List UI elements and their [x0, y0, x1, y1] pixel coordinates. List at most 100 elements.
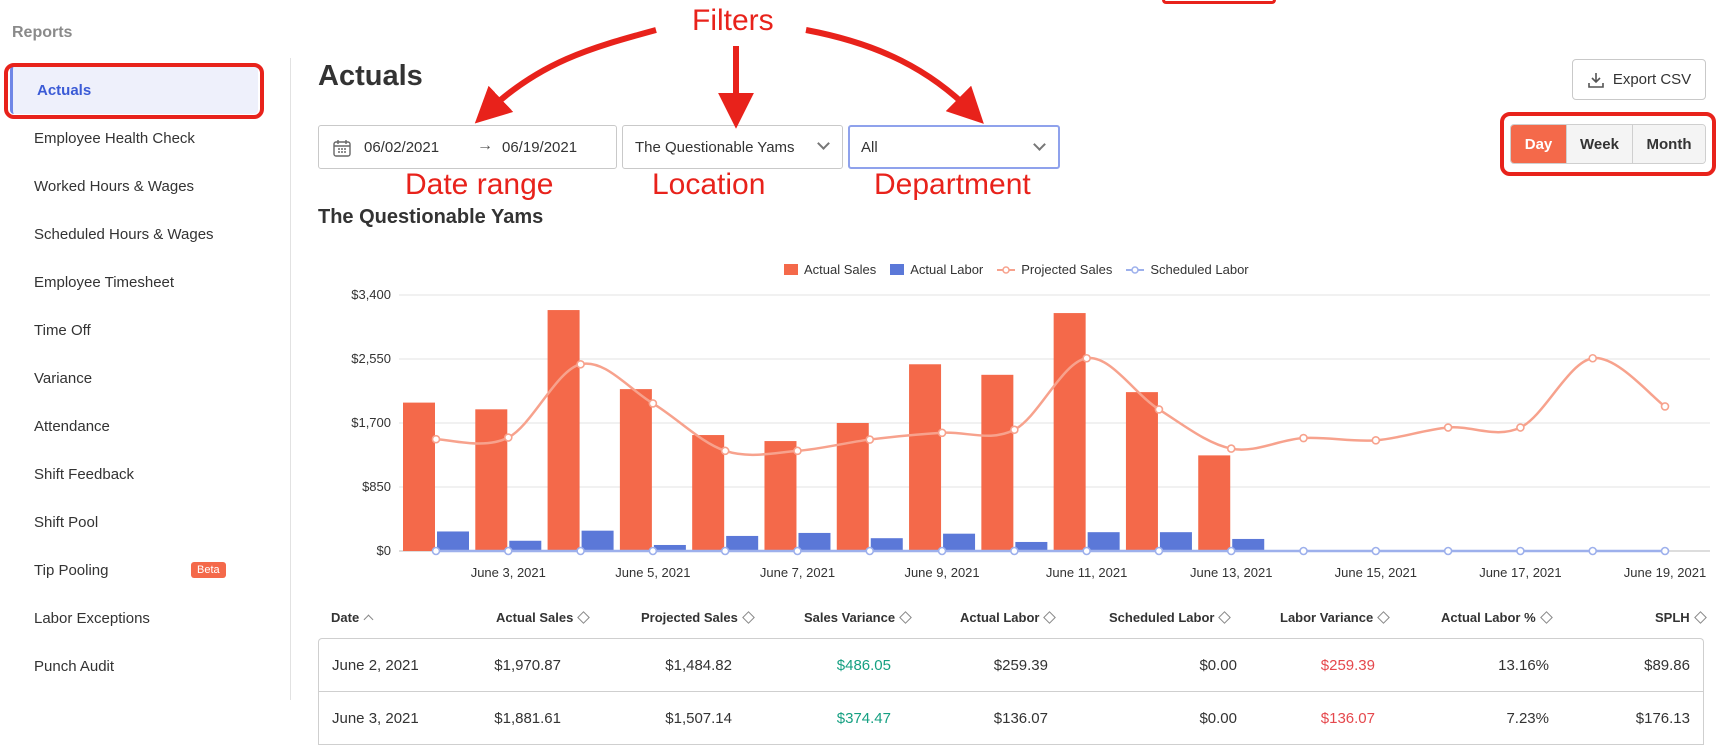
- projected-sales-point: [1371, 436, 1381, 445]
- arrow-to-department: [805, 27, 984, 124]
- sidebar-item-tip-pooling[interactable]: Tip Pooling Beta: [0, 546, 291, 594]
- cell-projected-sales: $1,507.14: [665, 710, 732, 727]
- sidebar-item-time-off[interactable]: Time Off: [0, 306, 291, 354]
- legend-label: Scheduled Labor: [1150, 262, 1249, 277]
- cell-scheduled-labor: $0.00: [1199, 657, 1237, 674]
- column-header-labor-variance[interactable]: Labor Variance: [1280, 610, 1391, 625]
- column-header-actual-labor-pct[interactable]: Actual Labor %: [1441, 610, 1553, 625]
- sidebar-item-label: Punch Audit: [34, 657, 115, 675]
- legend-label: Actual Labor: [910, 262, 984, 277]
- column-header-actual-sales[interactable]: Actual Sales: [496, 610, 591, 625]
- period-week-button[interactable]: Week: [1567, 125, 1633, 163]
- location-select[interactable]: The Questionable Yams: [622, 125, 843, 169]
- legend-label: Actual Sales: [804, 262, 877, 277]
- scheduled-labor-point: [1010, 546, 1019, 556]
- legend-actual-sales[interactable]: Actual Sales: [784, 262, 876, 277]
- sidebar-item-labor-exceptions[interactable]: Labor Exceptions: [0, 594, 291, 642]
- cell-actual-labor: $136.07: [993, 710, 1048, 727]
- sidebar-divider: [290, 58, 291, 700]
- scheduled-labor-point: [1588, 546, 1598, 556]
- sort-icon: [577, 611, 591, 624]
- projected-sales-point: [1299, 433, 1308, 443]
- sidebar-heading: Reports: [12, 24, 73, 41]
- arrow-to-date-range: [474, 27, 657, 124]
- actual-labor-bar: [653, 544, 686, 551]
- actual-labor-bar: [798, 532, 831, 551]
- actuals-table: June 2, 2021 $1,970.87 $1,484.82 $486.05…: [318, 638, 1704, 745]
- legend-projected-sales[interactable]: Projected Sales: [997, 262, 1112, 277]
- annotation-location: Location: [652, 168, 766, 201]
- sidebar-item-employee-health-check[interactable]: Employee Health Check: [0, 114, 291, 162]
- scheduled-labor-point: [793, 546, 802, 556]
- column-header-sales-variance[interactable]: Sales Variance: [804, 610, 912, 625]
- sidebar-item-label: Variance: [34, 369, 93, 387]
- scheduled-labor-point: [576, 546, 585, 556]
- sidebar-item-label: Labor Exceptions: [34, 609, 150, 627]
- column-header-scheduled-labor[interactable]: Scheduled Labor: [1109, 610, 1232, 625]
- column-label: Actual Labor %: [1441, 610, 1536, 625]
- scheduled-labor-point: [865, 546, 875, 556]
- chart-legend: Actual Sales Actual Labor Projected Sale…: [784, 262, 1249, 277]
- sidebar-item-label: Shift Feedback: [34, 465, 135, 483]
- sidebar-item-shift-feedback[interactable]: Shift Feedback: [0, 450, 291, 498]
- projected-sales-point: [1660, 402, 1670, 411]
- actual-sales-bar: [981, 374, 1014, 551]
- column-label: Date: [331, 610, 360, 625]
- actuals-chart: $0 $850 $1,700 $2,550 $3,400 June 3, 2021 June…: [351, 287, 1710, 580]
- cell-date: June 2, 2021: [332, 657, 419, 674]
- scheduled-labor-point: [503, 546, 513, 556]
- cell-actual-sales: $1,881.61: [494, 710, 561, 727]
- cell-date: June 3, 2021: [332, 710, 419, 727]
- sidebar-item-punch-audit[interactable]: Punch Audit: [0, 642, 291, 690]
- table-header: Date Actual Sales Projected Sales Sales …: [318, 610, 1707, 632]
- projected-sales-point: [431, 434, 441, 444]
- period-month-button[interactable]: Month: [1633, 125, 1705, 163]
- table-row[interactable]: June 3, 2021 $1,881.61 $1,507.14 $374.47…: [319, 692, 1703, 745]
- legend-scheduled-labor[interactable]: Scheduled Labor: [1126, 262, 1249, 277]
- sidebar-item-variance[interactable]: Variance: [0, 354, 291, 402]
- y-tick-label: $850: [362, 479, 391, 494]
- period-day-button[interactable]: Day: [1511, 125, 1567, 163]
- column-label: Labor Variance: [1280, 610, 1374, 625]
- actual-sales-bar: [547, 310, 580, 551]
- legend-actual-labor[interactable]: Actual Labor: [890, 262, 983, 277]
- period-toggle: Day Week Month: [1510, 124, 1706, 164]
- export-csv-button[interactable]: Export CSV: [1572, 59, 1706, 100]
- scheduled-labor-point: [1082, 546, 1091, 556]
- sidebar-item-employee-timesheet[interactable]: Employee Timesheet: [0, 258, 291, 306]
- y-tick-label: $2,550: [351, 351, 391, 366]
- actual-sales-bar: [475, 409, 508, 551]
- actual-sales-bar: [619, 389, 652, 551]
- date-range-picker[interactable]: 06/02/2021 → 06/19/2021: [318, 125, 617, 169]
- column-header-date[interactable]: Date: [331, 610, 374, 625]
- column-label: Sales Variance: [804, 610, 896, 625]
- column-header-actual-labor[interactable]: Actual Labor: [960, 610, 1057, 625]
- arrow-right-icon: →: [477, 137, 493, 154]
- table-row[interactable]: June 2, 2021 $1,970.87 $1,484.82 $486.05…: [319, 639, 1703, 692]
- sidebar-item-attendance[interactable]: Attendance: [0, 402, 291, 450]
- sidebar-item-label: Scheduled Hours & Wages: [34, 225, 214, 243]
- download-icon: [1588, 72, 1604, 88]
- actual-labor-bar: [1159, 532, 1192, 551]
- sidebar-item-label: Employee Timesheet: [34, 273, 175, 291]
- projected-sales-line: [435, 356, 1666, 457]
- sidebar-item-shift-pool[interactable]: Shift Pool: [0, 498, 291, 546]
- actual-labor-bar: [1015, 541, 1048, 551]
- department-select[interactable]: All: [848, 125, 1060, 169]
- sort-icon: [1218, 611, 1232, 624]
- sort-icon: [1539, 611, 1553, 624]
- column-header-projected-sales[interactable]: Projected Sales: [641, 610, 755, 625]
- x-tick-label: June 5, 2021: [615, 565, 690, 580]
- scheduled-labor-point: [937, 546, 947, 556]
- sidebar-item-actuals[interactable]: Actuals: [10, 66, 258, 114]
- column-header-splh[interactable]: SPLH: [1655, 610, 1707, 625]
- projected-sales-point: [1010, 425, 1019, 435]
- sidebar-item-worked-hours-wages[interactable]: Worked Hours & Wages: [0, 162, 291, 210]
- cell-projected-sales: $1,484.82: [665, 657, 732, 674]
- sidebar-item-scheduled-hours-wages[interactable]: Scheduled Hours & Wages: [0, 210, 291, 258]
- projected-sales-point: [1588, 353, 1598, 363]
- legend-line-swatch: [997, 265, 1016, 274]
- projected-sales-point: [1082, 353, 1091, 363]
- projected-sales-point: [1443, 423, 1453, 432]
